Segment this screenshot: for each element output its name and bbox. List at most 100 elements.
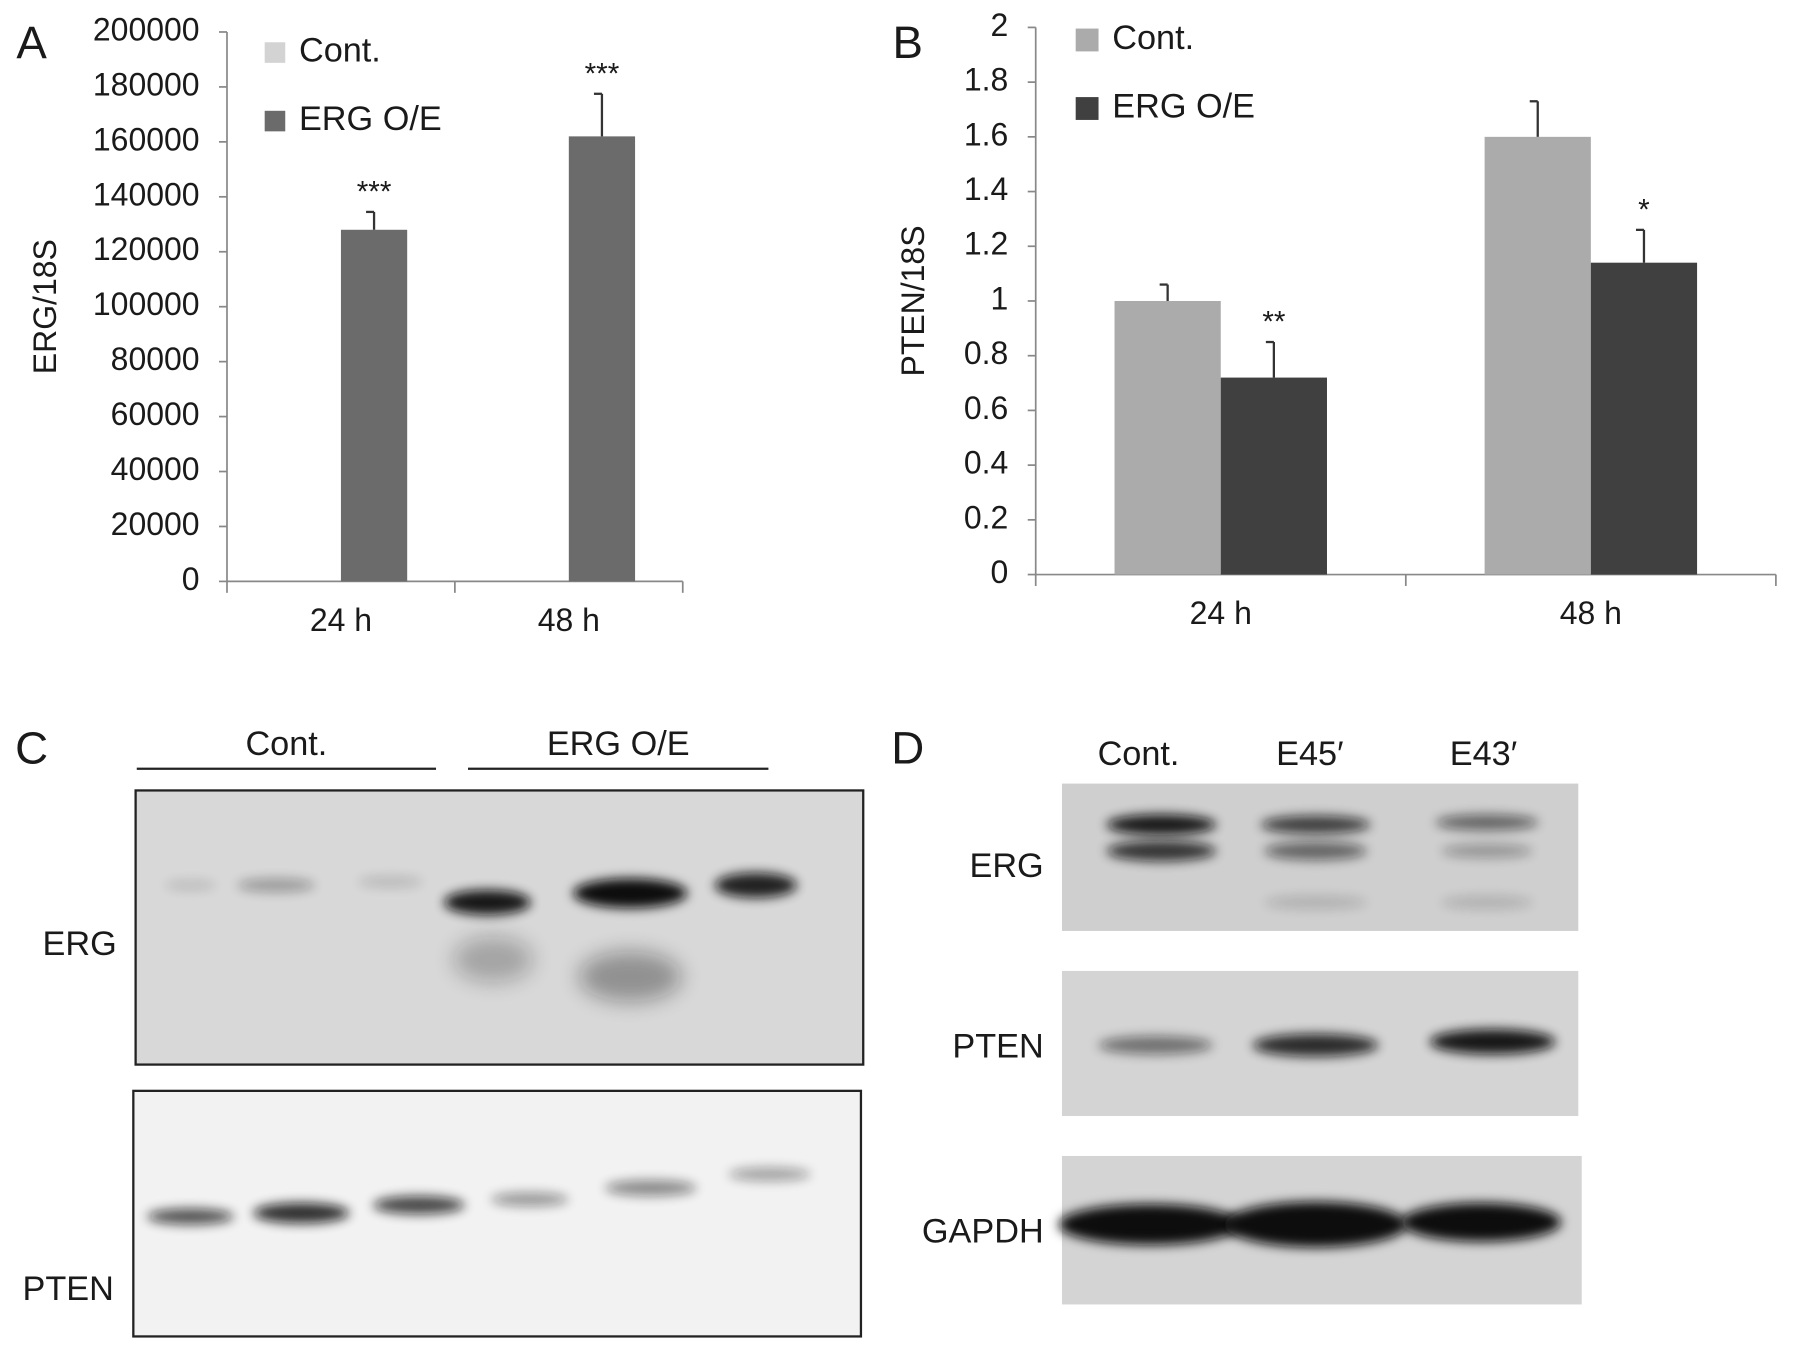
error-bar: [1159, 283, 1169, 301]
y-tick-label: 0: [991, 554, 1009, 590]
panel-label: C: [15, 723, 48, 774]
blot-erg-c: [134, 789, 865, 1066]
blot-band: [578, 951, 682, 1002]
y-tick-label: 0.2: [964, 499, 1008, 535]
lane-label: E43′: [1450, 735, 1517, 773]
y-tick-label: 1.6: [964, 116, 1008, 152]
y-tick-label: 0: [182, 561, 200, 597]
x-tick-label: 48 h: [538, 602, 600, 638]
y-axis-label: PTEN/18S: [895, 225, 931, 376]
legend-swatch: [1075, 28, 1099, 52]
blot-band: [358, 876, 423, 888]
blot-band: [1252, 1033, 1379, 1057]
y-tick-label: 1.2: [964, 226, 1008, 262]
significance-label: ***: [585, 57, 620, 90]
bar: [1484, 136, 1591, 575]
bar: [568, 136, 636, 582]
y-tick-label: 160000: [93, 121, 200, 157]
group-label: Cont.: [245, 725, 327, 763]
blot-band: [165, 880, 216, 890]
error-bar: [593, 92, 604, 137]
blot-band: [453, 936, 534, 983]
blot-band: [1106, 840, 1217, 862]
blot-band: [1098, 1036, 1213, 1055]
legend-label: Cont.: [299, 32, 381, 70]
panel-label: A: [16, 17, 47, 68]
blot-band: [490, 1192, 569, 1207]
y-tick-label: 0.4: [964, 445, 1008, 481]
legend-swatch: [264, 42, 286, 63]
blot-pten-d: [1061, 970, 1579, 1116]
y-tick-label: 2: [991, 7, 1009, 43]
group-label: ERG O/E: [547, 725, 690, 763]
error-bar: [1265, 340, 1276, 378]
blot-band: [728, 1167, 811, 1182]
x-tick-label: 24 h: [1190, 595, 1252, 631]
x-tick-label: 24 h: [310, 602, 372, 638]
y-tick-label: 40000: [111, 451, 200, 487]
bar: [1114, 300, 1221, 575]
legend-swatch: [264, 110, 286, 132]
blot-band: [1441, 844, 1533, 858]
blot-band: [714, 872, 797, 898]
significance-label: *: [1638, 193, 1650, 226]
significance-label: **: [1262, 306, 1286, 339]
blot-band: [1224, 1201, 1407, 1248]
row-label: PTEN: [952, 1028, 1043, 1066]
blot-background: [132, 1089, 863, 1338]
y-tick-label: 0.8: [964, 335, 1008, 371]
blot-band: [444, 889, 531, 915]
blot-band: [1401, 1202, 1562, 1242]
blot-pten-c: [132, 1089, 863, 1338]
error-bar: [1635, 228, 1646, 263]
legend-label: ERG O/E: [1112, 88, 1255, 126]
lane-label: Cont.: [1098, 735, 1180, 773]
bar: [1590, 262, 1698, 575]
bar: [340, 229, 408, 582]
blot-band: [1106, 814, 1217, 835]
blot-band: [1058, 1203, 1242, 1246]
row-label: PTEN: [23, 1270, 114, 1308]
y-axis-label: ERG/18S: [27, 239, 63, 374]
blot-band: [1260, 815, 1371, 834]
y-tick-label: 20000: [111, 506, 200, 542]
y-tick-label: 200000: [93, 11, 200, 47]
blot-band: [1264, 841, 1367, 861]
row-label: GAPDH: [922, 1213, 1044, 1251]
lane-label: E45′: [1276, 735, 1343, 773]
blot-gapdh-d: [1058, 1155, 1582, 1305]
blot-band: [573, 878, 688, 909]
x-tick-label: 48 h: [1560, 595, 1622, 631]
y-tick-label: 140000: [93, 176, 200, 212]
y-tick-label: 80000: [111, 341, 200, 377]
blot-band: [237, 878, 315, 893]
y-tick-label: 1.4: [964, 171, 1008, 207]
legend-label: Cont.: [1112, 19, 1194, 57]
y-tick-label: 100000: [93, 286, 200, 322]
y-tick-label: 0.6: [964, 390, 1008, 426]
legend-swatch: [1075, 97, 1099, 120]
error-bar: [366, 210, 376, 230]
bar: [1220, 377, 1327, 575]
blot-erg-d: [1061, 783, 1579, 931]
panel-label: D: [891, 723, 924, 774]
legend-label: ERG O/E: [299, 100, 442, 138]
blot-band: [373, 1195, 465, 1215]
row-label: ERG: [969, 847, 1043, 885]
blot-band: [1429, 1029, 1556, 1055]
blot-band: [605, 1179, 697, 1196]
blot-band: [253, 1202, 350, 1224]
y-tick-label: 180000: [93, 66, 200, 102]
blot-band: [1435, 814, 1539, 831]
blot-band: [1441, 895, 1533, 910]
blot-band: [1264, 895, 1367, 910]
blot-band: [147, 1208, 234, 1225]
y-tick-label: 60000: [111, 396, 200, 432]
y-tick-label: 120000: [93, 231, 200, 267]
row-label: ERG: [43, 925, 117, 963]
y-tick-label: 1: [991, 280, 1009, 316]
panel-label: B: [893, 17, 923, 68]
significance-label: ***: [357, 175, 392, 208]
